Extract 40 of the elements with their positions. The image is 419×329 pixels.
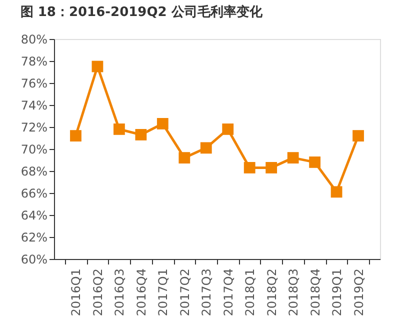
- y-tick-label: 74%: [20, 98, 48, 112]
- y-tick-label: 80%: [20, 32, 48, 46]
- x-tick-label: 2018Q2: [264, 268, 279, 316]
- y-tick-label: 76%: [20, 76, 48, 90]
- x-tick-label: 2016Q4: [134, 268, 148, 316]
- x-tick-label: 2016Q1: [69, 268, 84, 316]
- x-tick-label: 2016Q3: [112, 268, 127, 316]
- y-tick-label: 70%: [20, 142, 48, 156]
- x-tick-label: 2017Q3: [200, 268, 214, 316]
- x-tick-label: 2017Q2: [178, 268, 192, 316]
- x-tick-label: 2017Q1: [156, 268, 170, 316]
- point: [135, 129, 147, 140]
- x-tick-label: 2018Q4: [308, 268, 322, 316]
- y-tick-label: 60%: [20, 252, 48, 266]
- y-tick-label: 64%: [20, 208, 48, 222]
- point: [330, 186, 342, 198]
- point: [266, 162, 278, 174]
- y-tick-label: 68%: [20, 164, 48, 178]
- point: [178, 152, 190, 164]
- point: [92, 60, 104, 72]
- y-tick-label: 62%: [20, 230, 48, 244]
- point: [222, 124, 234, 135]
- point: [287, 152, 299, 164]
- y-tick-label: 72%: [20, 120, 48, 134]
- x-tick-label: 2019Q1: [330, 268, 344, 316]
- point: [200, 142, 212, 154]
- x-tick-label: 2016Q2: [90, 268, 105, 316]
- point: [70, 130, 82, 142]
- y-tick-label: 78%: [20, 54, 48, 68]
- x-tick-label: 2018Q1: [243, 268, 258, 316]
- x-tick-label: 2017Q4: [221, 268, 236, 316]
- point: [309, 156, 320, 168]
- x-tick-label: 2019Q2: [352, 268, 366, 316]
- y-tick-label: 66%: [20, 186, 48, 200]
- point: [244, 162, 256, 174]
- point: [156, 118, 168, 130]
- point: [352, 130, 364, 142]
- chart-title: 图 18：2016-2019Q2 公司毛利率变化: [20, 4, 264, 20]
- x-tick-label: 2018Q3: [286, 268, 301, 316]
- point: [114, 124, 125, 135]
